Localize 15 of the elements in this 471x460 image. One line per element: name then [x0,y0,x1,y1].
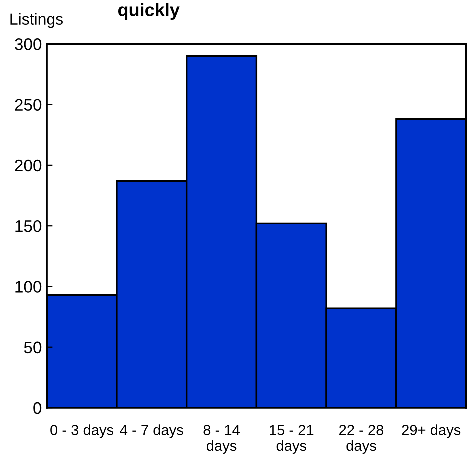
x-tick-label: 0 - 3 days [50,424,114,438]
x-tick-label: 22 - 28 days [340,425,384,454]
x-tick-label: 4 - 7 days [120,424,184,438]
x-tick-label: 8 - 14 days [204,425,240,454]
y-axis-title: Listings [10,13,63,28]
y-tick-label: 150 [16,220,42,232]
x-tick-label: 29+ days [402,424,461,438]
y-tick-label: 200 [15,160,42,172]
chart-title: quickly [118,3,180,20]
y-tick-label: 0 [34,402,42,414]
y-tick-label: 100 [16,281,42,293]
y-tick-label: 250 [15,99,42,112]
y-tick-label: 50 [24,342,42,354]
x-tick-label: 15 - 21 days [270,425,314,454]
y-tick-label: 300 [15,38,42,50]
